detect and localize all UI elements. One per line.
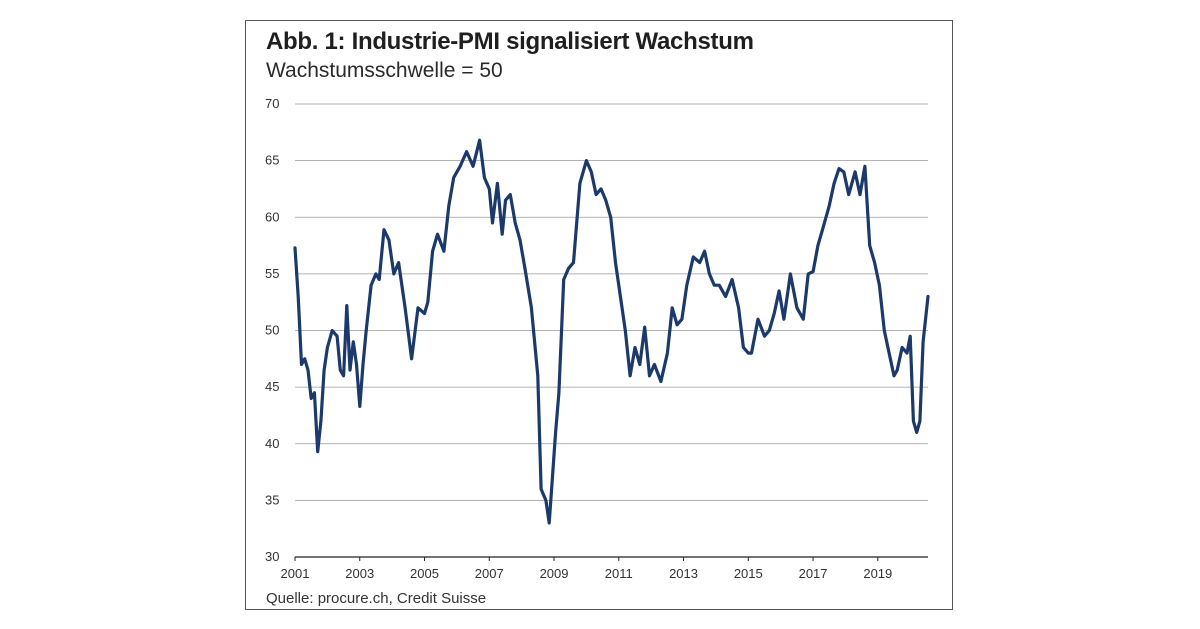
y-tick-label: 60 xyxy=(265,209,279,224)
chart-source: Quelle: procure.ch, Credit Suisse xyxy=(266,590,487,607)
y-tick-label: 65 xyxy=(265,153,279,168)
y-tick-label: 55 xyxy=(265,266,279,281)
x-tick-label: 2011 xyxy=(605,566,633,581)
y-tick-label: 35 xyxy=(265,492,279,507)
x-tick-label: 2007 xyxy=(475,566,504,581)
x-tick-label: 2019 xyxy=(863,566,892,581)
chart-subtitle: Wachstumsschwelle = 50 xyxy=(266,59,503,82)
x-tick-label: 2017 xyxy=(799,566,828,581)
y-tick-label: 40 xyxy=(265,436,279,451)
x-tick-label: 2009 xyxy=(540,566,569,581)
x-tick-label: 2003 xyxy=(345,566,374,581)
pmi-series-line xyxy=(293,138,930,525)
x-tick-label: 2001 xyxy=(281,566,310,581)
x-tick-label: 2013 xyxy=(669,566,698,581)
y-tick-label: 30 xyxy=(265,549,279,564)
chart-frame xyxy=(245,20,953,610)
chart-title: Abb. 1: Industrie-PMI signalisiert Wachs… xyxy=(266,28,754,55)
y-tick-label: 45 xyxy=(265,379,279,394)
x-tick-label: 2015 xyxy=(734,566,763,581)
x-tick-label: 2005 xyxy=(410,566,439,581)
y-tick-label: 70 xyxy=(265,96,279,111)
y-tick-label: 50 xyxy=(265,323,279,338)
